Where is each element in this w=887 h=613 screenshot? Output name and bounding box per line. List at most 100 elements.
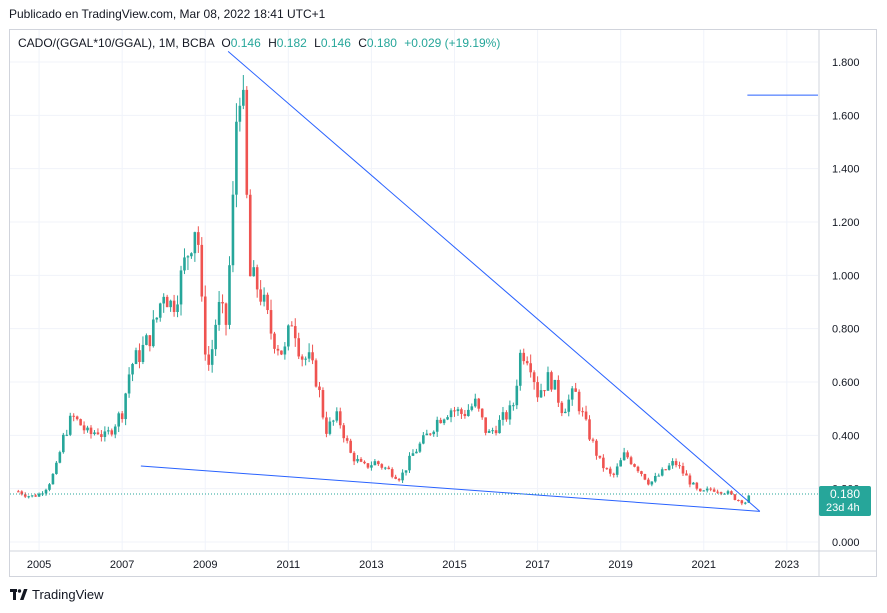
candle-body [200, 244, 204, 297]
candle-body [96, 432, 100, 435]
candle-body [660, 469, 664, 476]
candle-body [321, 390, 325, 418]
candle-body [245, 89, 249, 195]
candle-body [17, 491, 20, 493]
candle-body [719, 492, 723, 494]
candle-body [740, 500, 744, 504]
candle-body [152, 319, 155, 347]
candle-body [300, 356, 304, 360]
candle-body [165, 296, 169, 308]
candle-body [567, 399, 571, 412]
candle-body [145, 335, 148, 345]
candle-body [449, 410, 453, 418]
candle-body [415, 451, 418, 454]
candle-body [248, 194, 252, 277]
y-tick-label: 0.000 [832, 537, 860, 549]
candle-body [622, 452, 626, 461]
candle-body [619, 460, 622, 467]
candle-body [197, 232, 200, 245]
candle-body [224, 303, 228, 325]
candle-body [75, 416, 79, 420]
candle-body [228, 265, 231, 325]
candle-body [674, 461, 678, 466]
candle-body [311, 352, 314, 361]
candle-body [667, 465, 671, 470]
x-tick-label: 2023 [775, 559, 799, 571]
candle-body [491, 430, 494, 432]
candle-body [82, 425, 86, 431]
candle-body [107, 430, 110, 432]
legend-open-value: 0.146 [230, 36, 261, 50]
candle-body [217, 302, 221, 325]
candle-body [539, 390, 543, 398]
candle-body [650, 481, 654, 485]
candle-body [276, 348, 280, 351]
footer-brand[interactable]: TradingView [10, 587, 104, 602]
candle-body [439, 419, 442, 424]
x-tick-label: 2013 [359, 559, 383, 571]
candle-body [716, 491, 719, 493]
candle-body [58, 452, 62, 463]
candle-body [560, 402, 564, 414]
candle-body [404, 470, 408, 473]
y-tick-label: 0.800 [832, 324, 860, 336]
candle-body [647, 479, 650, 485]
candle-body [653, 476, 657, 482]
candle-body [671, 461, 674, 466]
candle-body [162, 296, 166, 304]
candle-body [512, 405, 515, 407]
candle-body [726, 491, 730, 494]
x-tick-label: 2007 [110, 559, 134, 571]
candle-body [584, 411, 588, 420]
candle-body [633, 464, 636, 467]
candle-body [515, 385, 519, 406]
candle-body [543, 390, 546, 392]
lower-trendline [140, 465, 760, 512]
legend-change: +0.029 (+19.19%) [404, 36, 501, 50]
candle-body [79, 419, 82, 426]
x-tick-label: 2019 [608, 559, 632, 571]
candle-body [176, 304, 179, 312]
candle-body [283, 346, 287, 355]
candle-body [536, 382, 539, 398]
candle-body [390, 469, 394, 477]
candle-body [34, 495, 37, 497]
candle-body [148, 335, 152, 347]
candle-body [456, 409, 460, 412]
candle-body [394, 476, 397, 479]
candle-body [269, 310, 273, 334]
candle-body [570, 388, 574, 400]
candle-body [737, 499, 740, 501]
candle-body [113, 426, 117, 435]
candle-body [408, 455, 411, 471]
candle-body [518, 352, 522, 386]
candle-body [505, 412, 508, 420]
candle-body [41, 493, 44, 495]
candle-body [588, 419, 591, 440]
candle-body [290, 325, 294, 327]
candle-body [169, 300, 172, 308]
candle-body [259, 289, 262, 302]
candle-body [100, 434, 103, 437]
candle-body [183, 257, 186, 271]
x-tick-label: 2017 [525, 559, 549, 571]
x-tick-label: 2021 [692, 559, 716, 571]
candle-body [318, 386, 321, 391]
candle-body [325, 417, 328, 434]
candle-body [698, 488, 702, 492]
candle-body [266, 294, 269, 311]
candle-body [89, 427, 93, 435]
candle-body [72, 415, 75, 417]
candle-body [349, 440, 352, 453]
last-price-tag [819, 486, 871, 516]
candle-body [678, 465, 681, 467]
candle-body [297, 338, 301, 357]
candle-body [602, 457, 605, 469]
candle-body [93, 432, 96, 435]
candle-body [480, 408, 484, 418]
footer-brand-label: TradingView [32, 587, 104, 602]
candle-body [473, 398, 477, 407]
candle-body [657, 475, 661, 477]
candle-body [387, 467, 391, 470]
